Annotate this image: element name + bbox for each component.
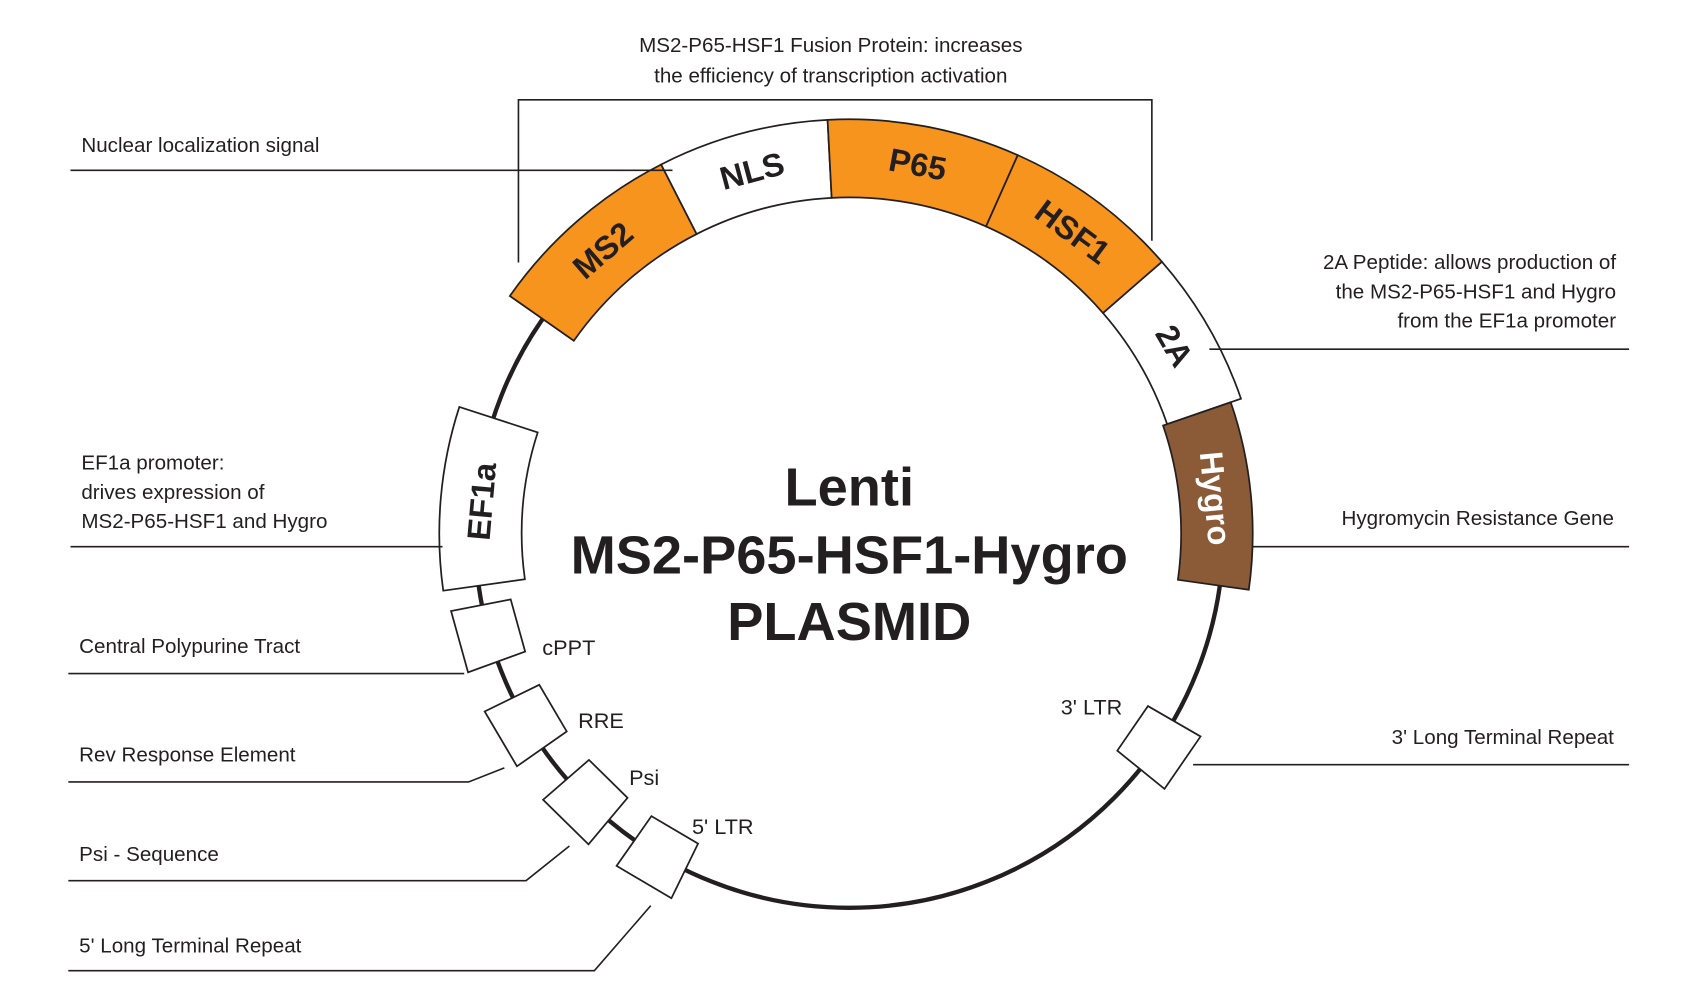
fusion-protein-bracket xyxy=(517,98,1153,263)
feature-label: cPPT xyxy=(542,635,595,660)
bracket-label-line2: the efficiency of transcription activati… xyxy=(654,64,1007,87)
segment-p65: P65 xyxy=(826,118,1019,228)
feature-box xyxy=(449,598,527,674)
annotation-text: Rev Response Element xyxy=(79,743,296,766)
annotation-text: Nuclear localization signal xyxy=(81,134,319,157)
segment-ef1a: EF1a xyxy=(438,405,539,592)
feature-rre: RRE xyxy=(483,683,624,768)
feature-label: 3' LTR xyxy=(1061,695,1123,720)
annotation-ltr3: 3' Long Terminal Repeat xyxy=(1193,726,1630,766)
annotation-text: MS2-P65-HSF1 and Hygro xyxy=(81,510,327,533)
feature-3-ltr: 3' LTR xyxy=(1061,695,1202,791)
segment-block xyxy=(1161,401,1254,591)
annotation-psi: Psi - Sequence xyxy=(68,843,570,882)
annotation-cppt: Central Polypurine Tract xyxy=(68,635,465,675)
annotation-nls: Nuclear localization signal xyxy=(70,134,673,172)
annotation-text: Psi - Sequence xyxy=(79,843,219,866)
annotation-rre: Rev Response Element xyxy=(68,743,505,783)
feature-cppt: cPPT xyxy=(449,598,595,674)
feature-psi: Psi xyxy=(541,758,659,846)
bracket-label-line1: MS2-P65-HSF1 Fusion Protein: increases xyxy=(639,34,1022,57)
segment-ms2: MS2 xyxy=(508,163,698,342)
segment-label: Hygro xyxy=(1193,450,1238,547)
leader-line xyxy=(68,767,505,783)
annotation-text: Central Polypurine Tract xyxy=(79,635,300,658)
annotation-text: Hygromycin Resistance Gene xyxy=(1341,507,1613,530)
feature-box xyxy=(483,683,568,768)
segment-2a: 2A xyxy=(1101,260,1243,426)
segment-label: EF1a xyxy=(461,460,504,541)
annotation-text: 3' Long Terminal Repeat xyxy=(1392,726,1614,749)
segment-hsf1: HSF1 xyxy=(984,153,1164,315)
leader-line xyxy=(68,905,652,972)
segment-nls: NLS xyxy=(659,118,833,236)
segment-hygro: Hygro xyxy=(1161,401,1254,591)
annotation-text: the MS2-P65-HSF1 and Hygro xyxy=(1336,280,1616,303)
annotation-hygro: Hygromycin Resistance Gene xyxy=(1252,507,1630,548)
annotation-text: EF1a promoter: xyxy=(81,452,224,475)
plasmid-title-line2: MS2-P65-HSF1-Hygro xyxy=(571,526,1128,586)
segment-block xyxy=(438,405,539,592)
annotation-ltr5: 5' Long Terminal Repeat xyxy=(68,905,652,972)
annotation-text: 2A Peptide: allows production of xyxy=(1323,251,1616,274)
plasmid-title-line1: Lenti xyxy=(784,457,914,517)
annotation-ef1a: EF1a promoter: drives expression of MS2-P6… xyxy=(70,452,443,548)
feature-box xyxy=(541,758,629,846)
feature-label: Psi xyxy=(629,765,659,790)
feature-box xyxy=(615,814,700,900)
annotation-text: drives expression of xyxy=(81,481,264,504)
plasmid-title-line3: PLASMID xyxy=(727,592,971,652)
annotation-text: 5' Long Terminal Repeat xyxy=(79,934,301,957)
annotation-text: from the EF1a promoter xyxy=(1397,310,1616,333)
leader-line xyxy=(68,845,570,882)
feature-label: RRE xyxy=(578,708,624,733)
feature-label: 5' LTR xyxy=(692,814,754,839)
feature-5-ltr: 5' LTR xyxy=(615,814,754,900)
feature-box xyxy=(1116,704,1202,791)
annotation-twoA: 2A Peptide: allows production of the MS2-… xyxy=(1209,251,1630,351)
